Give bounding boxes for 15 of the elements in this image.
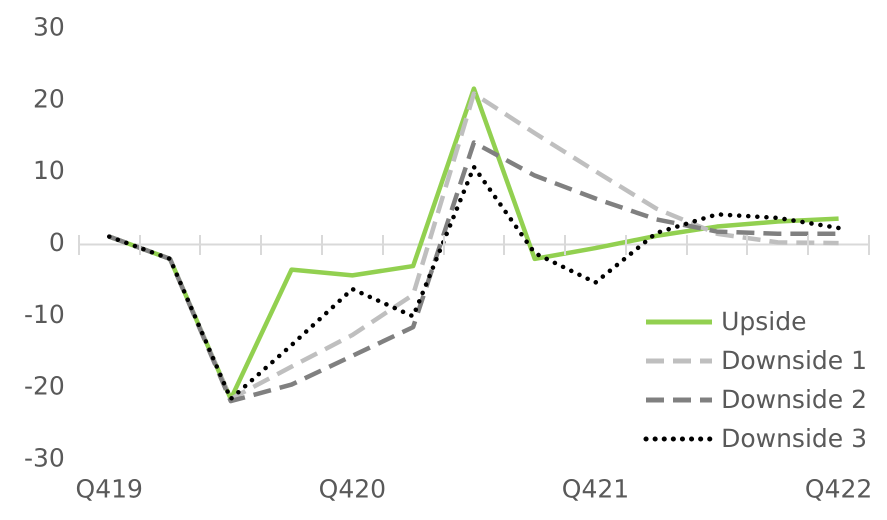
y-tick-label: 20 (33, 84, 65, 114)
x-tick-label: Q420 (318, 474, 386, 504)
y-tick-label: -10 (24, 300, 65, 329)
legend-label: Downside 1 (721, 346, 867, 375)
y-tick-label: 0 (48, 228, 65, 257)
x-tick-label: Q419 (76, 474, 143, 504)
y-tick-label: -30 (24, 444, 65, 472)
legend-label: Upside (721, 307, 806, 336)
legend-label: Downside 3 (721, 424, 867, 453)
x-tick-label: Q422 (804, 474, 872, 504)
x-tick-label: Q421 (562, 474, 630, 504)
legend-label: Downside 2 (721, 385, 867, 414)
y-tick-label: -20 (24, 372, 65, 401)
y-tick-label: 10 (33, 156, 65, 186)
y-tick-label: 30 (33, 12, 65, 42)
